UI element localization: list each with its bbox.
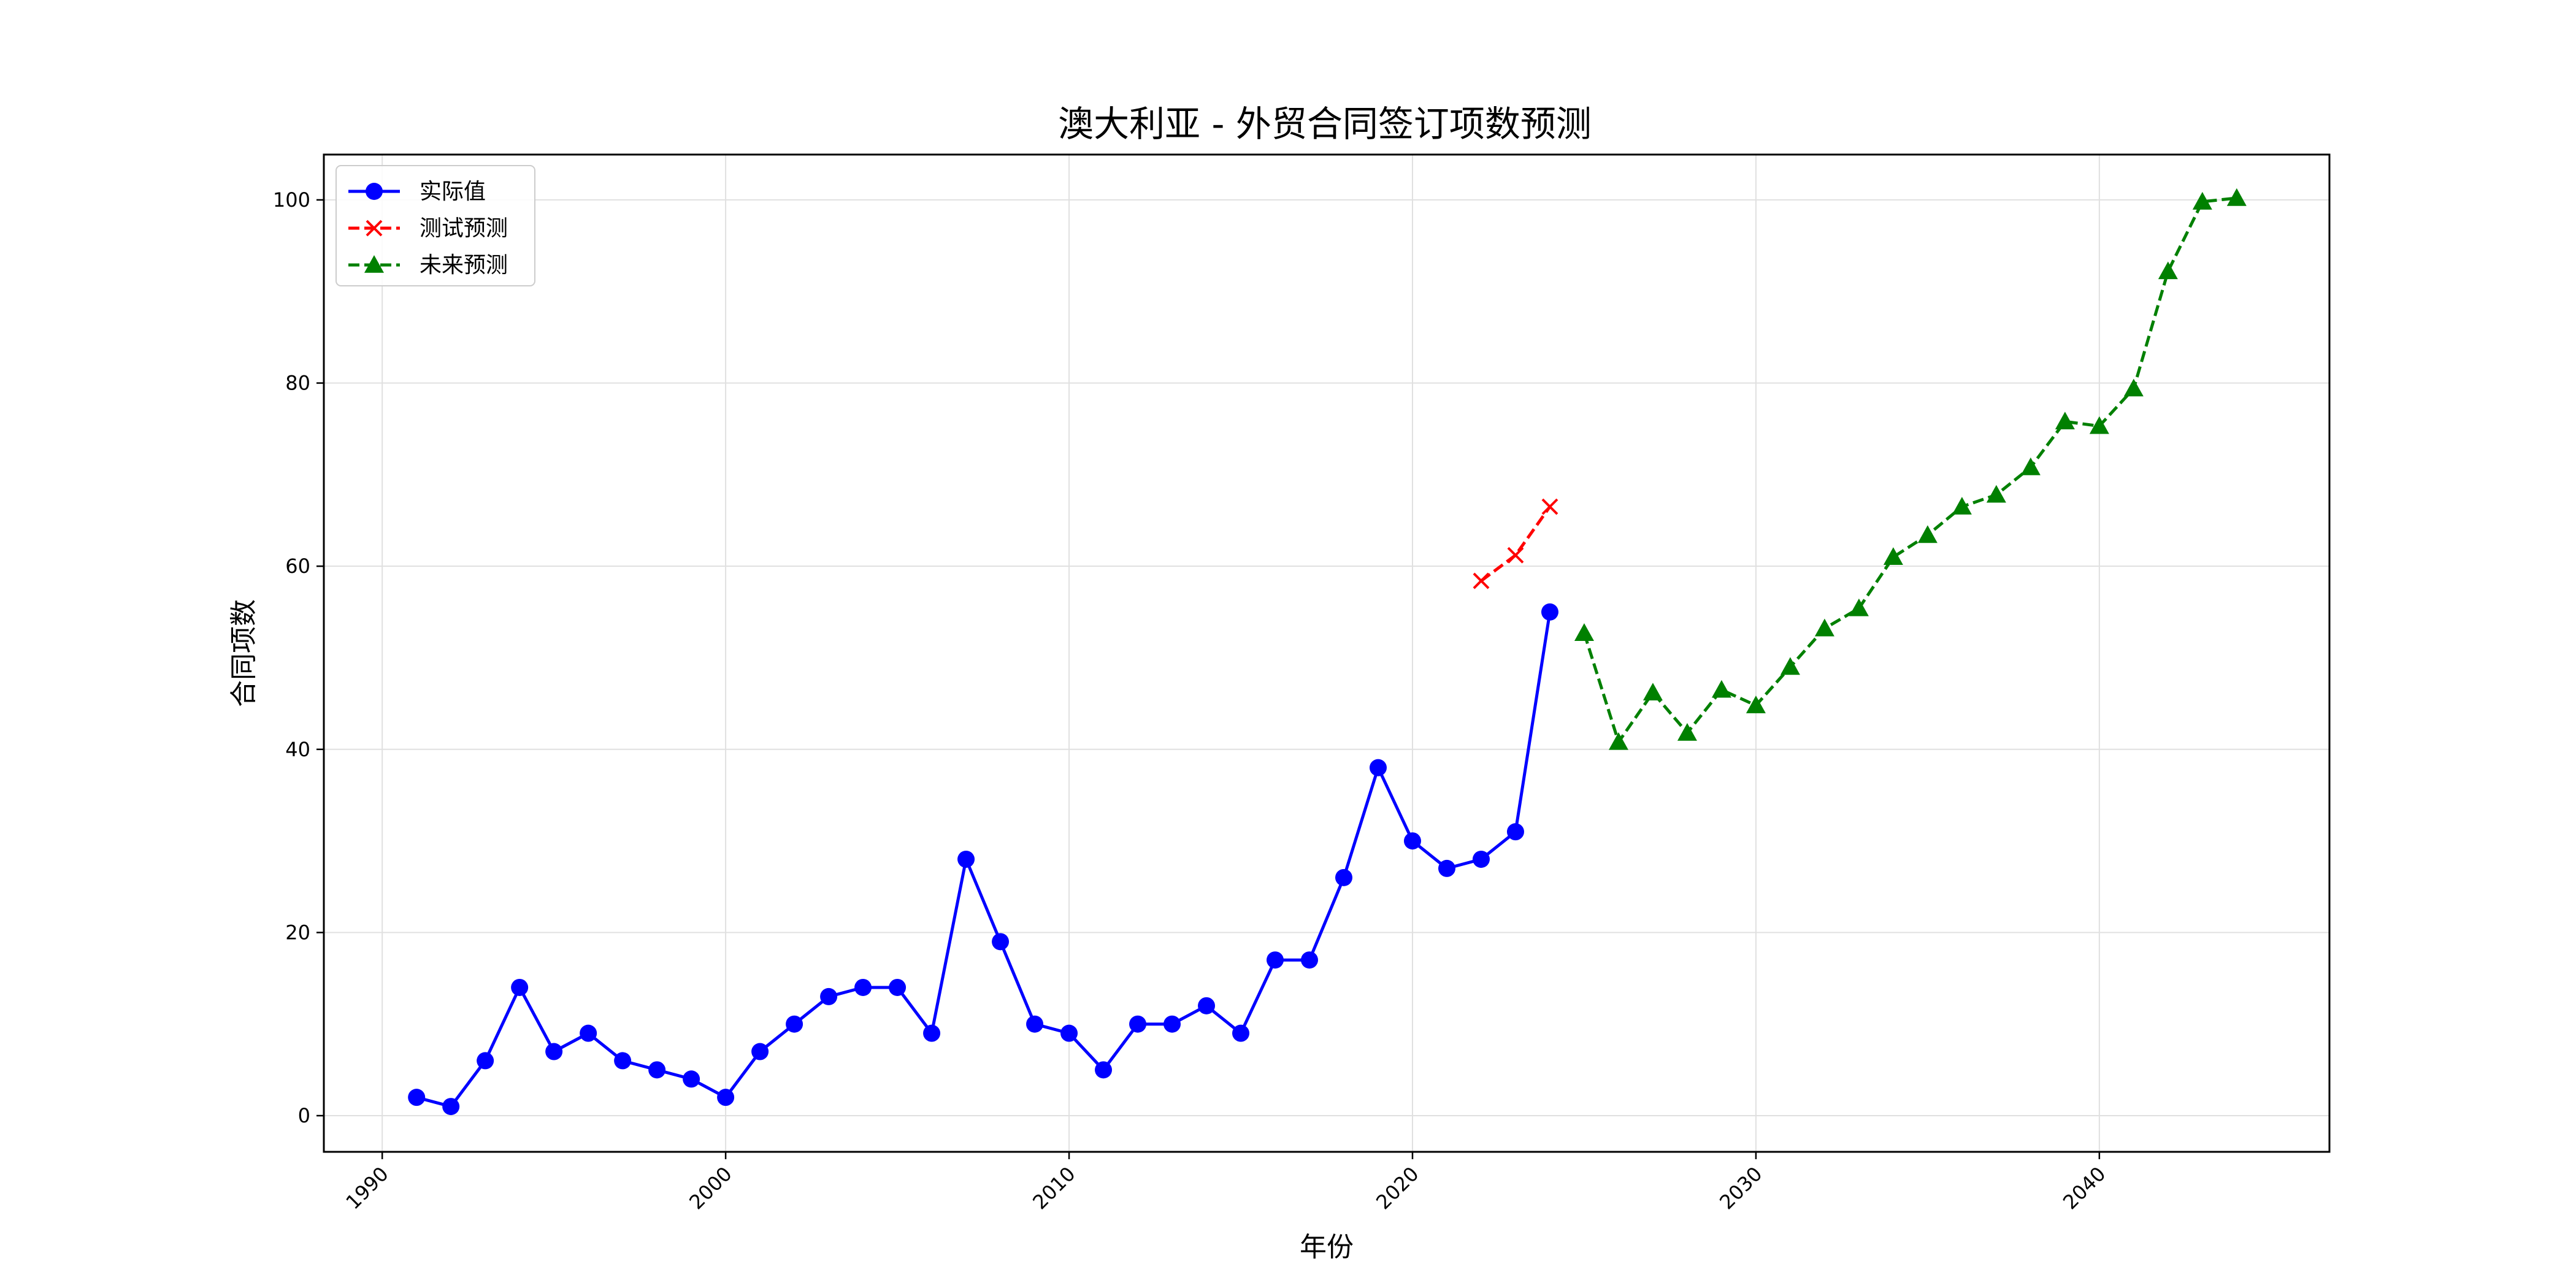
data-point [1780,657,1800,675]
data-point [923,1024,941,1042]
y-tick-label: 40 [285,738,310,761]
data-point [1335,868,1352,886]
data-point [1883,547,1903,565]
data-point [1301,951,1319,969]
x-axis-label: 年份 [1300,1232,1354,1263]
data-point [511,978,529,996]
series-3-line [1582,196,2237,744]
legend-label: 实际值 [420,179,486,204]
data-point [1917,525,1938,543]
data-point [1814,618,1834,637]
chart-title: 澳大利亚 - 外贸合同签订项数预测 [1058,103,1592,145]
data-point [408,1089,426,1106]
x-tick-label: 2000 [684,1162,736,1214]
data-point [477,1052,494,1070]
series-1-line [416,611,1552,1108]
data-point [1369,759,1387,776]
series-2-line [1480,505,1551,583]
data-point [957,850,975,868]
data-point [1267,951,1284,969]
plot-frame [323,153,2331,1153]
data-point [1952,497,1972,515]
series-2 [1473,498,1558,589]
data-point [2020,457,2041,475]
y-tick-label: 100 [273,188,310,212]
data-point [683,1070,700,1088]
data-point [1129,1015,1147,1033]
data-point [1232,1024,1250,1042]
data-point [1026,1015,1044,1033]
data-point [1060,1024,1078,1042]
data-point [614,1052,632,1070]
x-tick-label: 2040 [2058,1162,2110,1214]
data-point [1472,850,1490,868]
data-point [1574,623,1594,641]
data-point [1473,572,1490,589]
data-point [2089,416,2109,434]
series-1 [408,603,1558,1116]
data-point [1677,723,1697,741]
series-layer [408,188,2247,1116]
data-point [1541,498,1558,515]
x-tick-label: 1990 [341,1162,393,1214]
data-point [1506,823,1524,841]
data-point [1198,997,1216,1014]
data-point [1711,680,1731,698]
data-point [1849,598,1869,616]
y-axis-label: 合同项数 [228,599,259,707]
y-tick-label: 80 [285,372,310,395]
legend-swatch-marker [366,220,383,237]
data-point [442,1098,460,1116]
series-3 [1574,188,2247,750]
data-point [545,1043,563,1060]
data-point [2192,191,2212,210]
legend-swatch-marker [364,255,384,273]
data-point [820,987,838,1005]
data-point [1403,832,1421,850]
data-point [1095,1061,1113,1079]
data-point [1507,546,1524,564]
data-point [889,978,907,996]
data-point [1608,732,1628,750]
x-tick-label: 2020 [1371,1162,1423,1214]
data-point [2123,378,2144,397]
data-point [2158,261,2178,280]
legend-label: 未来预测 [420,253,508,278]
x-tick-label: 2030 [1715,1162,1766,1214]
data-point [1438,859,1455,877]
data-point [854,978,872,996]
legend-label: 测试预测 [420,216,508,241]
data-point [580,1024,597,1042]
data-point [648,1061,666,1079]
y-tick-label: 20 [285,921,310,944]
data-point [1986,485,2006,503]
data-point [1746,696,1766,713]
x-tick-label: 2010 [1028,1162,1079,1214]
data-point [786,1015,803,1033]
legend-swatch-marker [366,183,383,200]
y-tick-label: 60 [285,554,310,578]
legend-box [335,165,535,286]
data-point [1541,603,1558,621]
y-tick-label: 0 [298,1104,310,1127]
grid-lines [324,155,2329,1152]
data-point [992,933,1010,951]
data-point [2226,188,2247,206]
data-point [717,1089,735,1106]
data-point [751,1043,769,1060]
data-point [1163,1015,1181,1033]
data-point [1643,683,1663,701]
data-point [2055,412,2075,430]
